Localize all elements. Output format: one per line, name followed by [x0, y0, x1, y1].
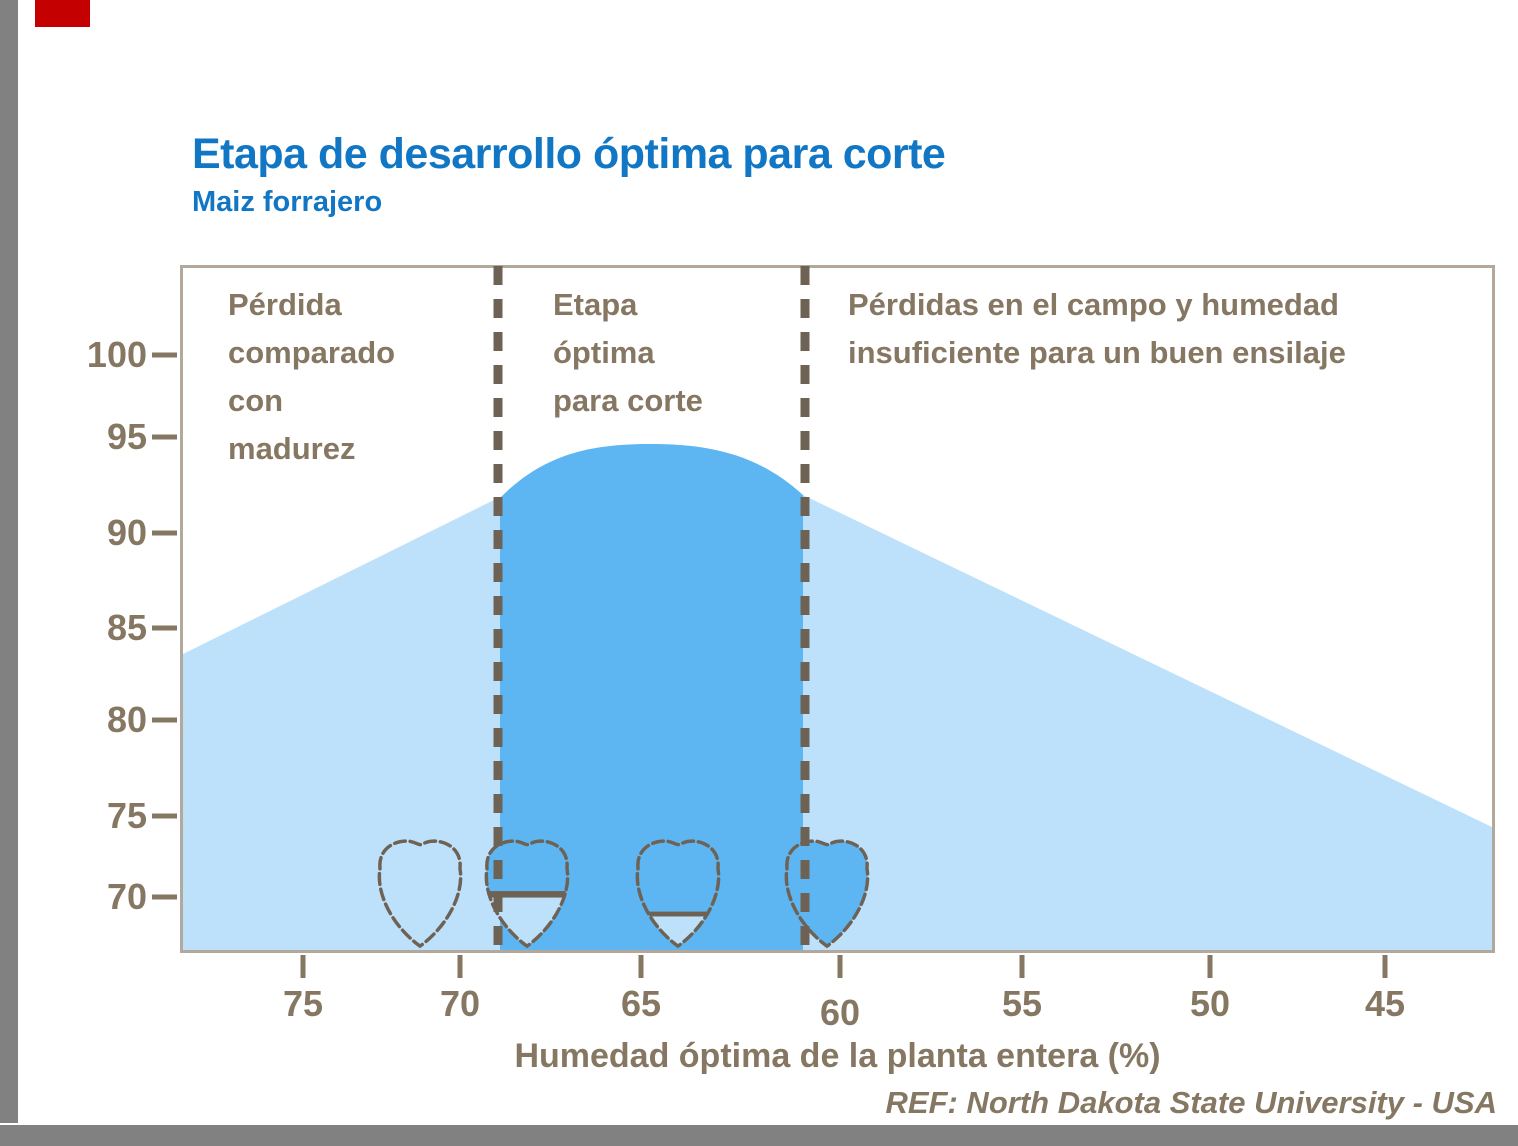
y-axis-label: 95 [106, 416, 147, 457]
optimal-area-shape [500, 444, 803, 951]
zone-label-optimal-stage: Etapa óptima para corte [553, 281, 703, 425]
zone-label-field-losses: Pérdidas en el campo y humedad insuficie… [848, 281, 1346, 377]
zone-label-line: insuficiente para un buen ensilaje [848, 335, 1346, 370]
zone-label-line: Etapa [553, 287, 638, 322]
x-axis-title: Humedad óptima de la planta entera (%) [514, 1037, 1161, 1075]
y-axis-label: 90 [106, 512, 147, 553]
red-marker [35, 0, 90, 27]
x-axis-ticks [300, 955, 1388, 978]
y-axis-label: 85 [106, 607, 147, 648]
zone-label-line: Pérdidas en el campo y humedad [848, 287, 1339, 322]
x-axis-label: 65 [620, 983, 662, 1024]
chart-area [152, 265, 1495, 978]
x-axis-label: 55 [1001, 983, 1043, 1024]
zone-label-line: con [228, 383, 284, 418]
bottom-gray-bar [0, 1125, 1518, 1146]
page-title: Etapa de desarrollo óptima para corte [192, 130, 946, 178]
zone-label-line: para corte [553, 383, 703, 418]
plot-border [180, 265, 1495, 953]
zone-label-line: Pérdida [228, 287, 342, 322]
zone-label-loss-vs-maturity: Pérdida comparado con madurez [228, 281, 395, 473]
left-gray-bar [0, 0, 18, 1123]
x-axis-label: 50 [1189, 983, 1231, 1024]
x-axis-label: 60 [819, 992, 861, 1033]
zone-label-line: óptima [553, 335, 655, 370]
y-axis-label: 70 [106, 876, 147, 917]
y-axis-ticks [152, 352, 177, 900]
zone-label-line: madurez [228, 431, 356, 466]
x-axis-label: 75 [282, 983, 324, 1024]
x-axis-label: 70 [439, 983, 481, 1024]
y-axis-label: 100 [86, 334, 147, 375]
y-axis-label: 75 [106, 795, 147, 836]
page-subtitle: Maiz forrajero [192, 186, 383, 218]
zone-label-line: comparado [228, 335, 396, 370]
x-axis-label: 45 [1364, 983, 1406, 1024]
y-axis-label: 80 [106, 699, 147, 740]
reference-text: REF: North Dakota State University - USA [885, 1085, 1498, 1120]
